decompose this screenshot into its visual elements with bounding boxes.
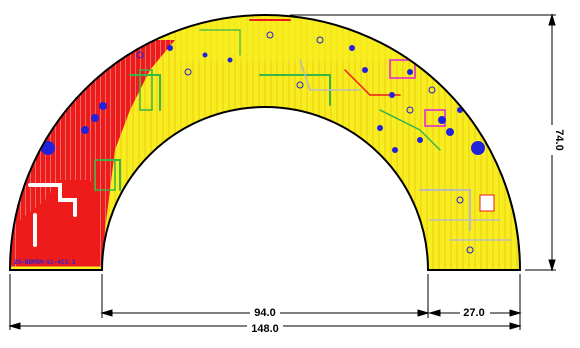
dim-inner-width: 94.0 [254, 307, 275, 319]
dim-height: 74.0 [553, 129, 565, 150]
board-outline [8, 14, 522, 271]
dim-rim-width: 27.0 [463, 307, 484, 319]
dim-overall-width: 148.0 [251, 323, 279, 335]
board-label: ZO-BDM5M-51-4C3.3 [14, 259, 76, 266]
via-holes [41, 45, 485, 155]
pcb-board: ZO-BDM5M-51-4C3.3 [10, 15, 520, 270]
dimension-lines [8, 13, 556, 330]
trace-details [28, 19, 511, 247]
pad-rings [136, 31, 474, 254]
